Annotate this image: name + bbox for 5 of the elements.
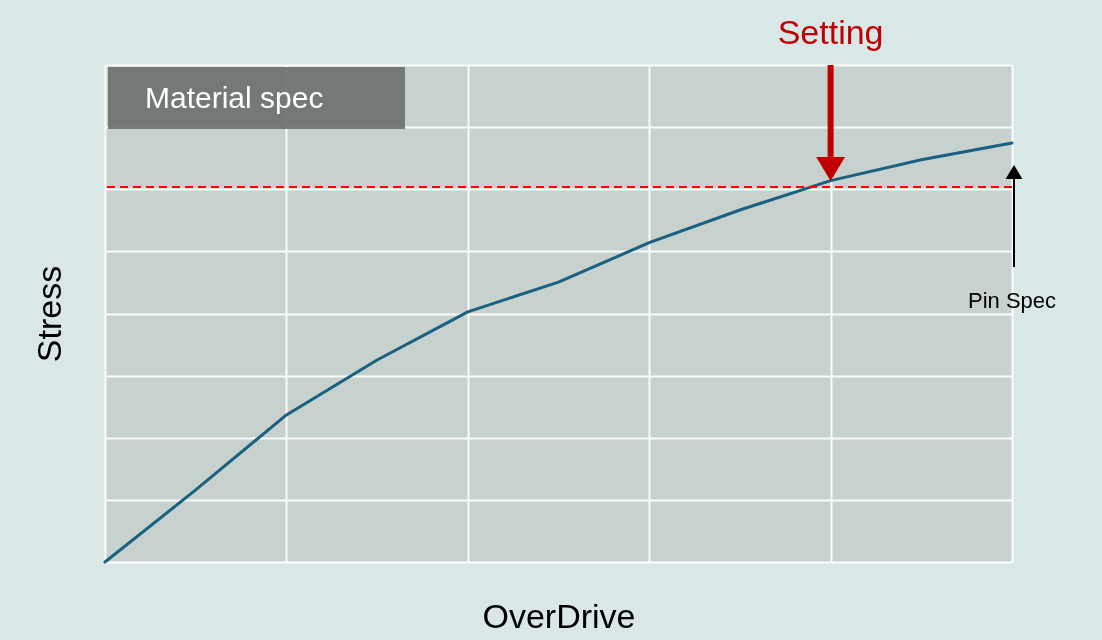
x-axis-title: OverDrive [482, 596, 636, 635]
annotation: Pin Spec [967, 287, 1057, 313]
ref-line-label: Material spec [145, 81, 324, 114]
text: Setting [777, 13, 884, 51]
y-axis-title: Stress [29, 265, 68, 363]
